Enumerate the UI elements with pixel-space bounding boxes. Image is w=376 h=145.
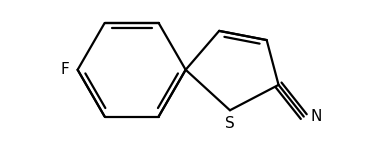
Text: F: F — [61, 62, 70, 77]
Text: S: S — [225, 116, 235, 131]
Text: N: N — [310, 109, 321, 124]
